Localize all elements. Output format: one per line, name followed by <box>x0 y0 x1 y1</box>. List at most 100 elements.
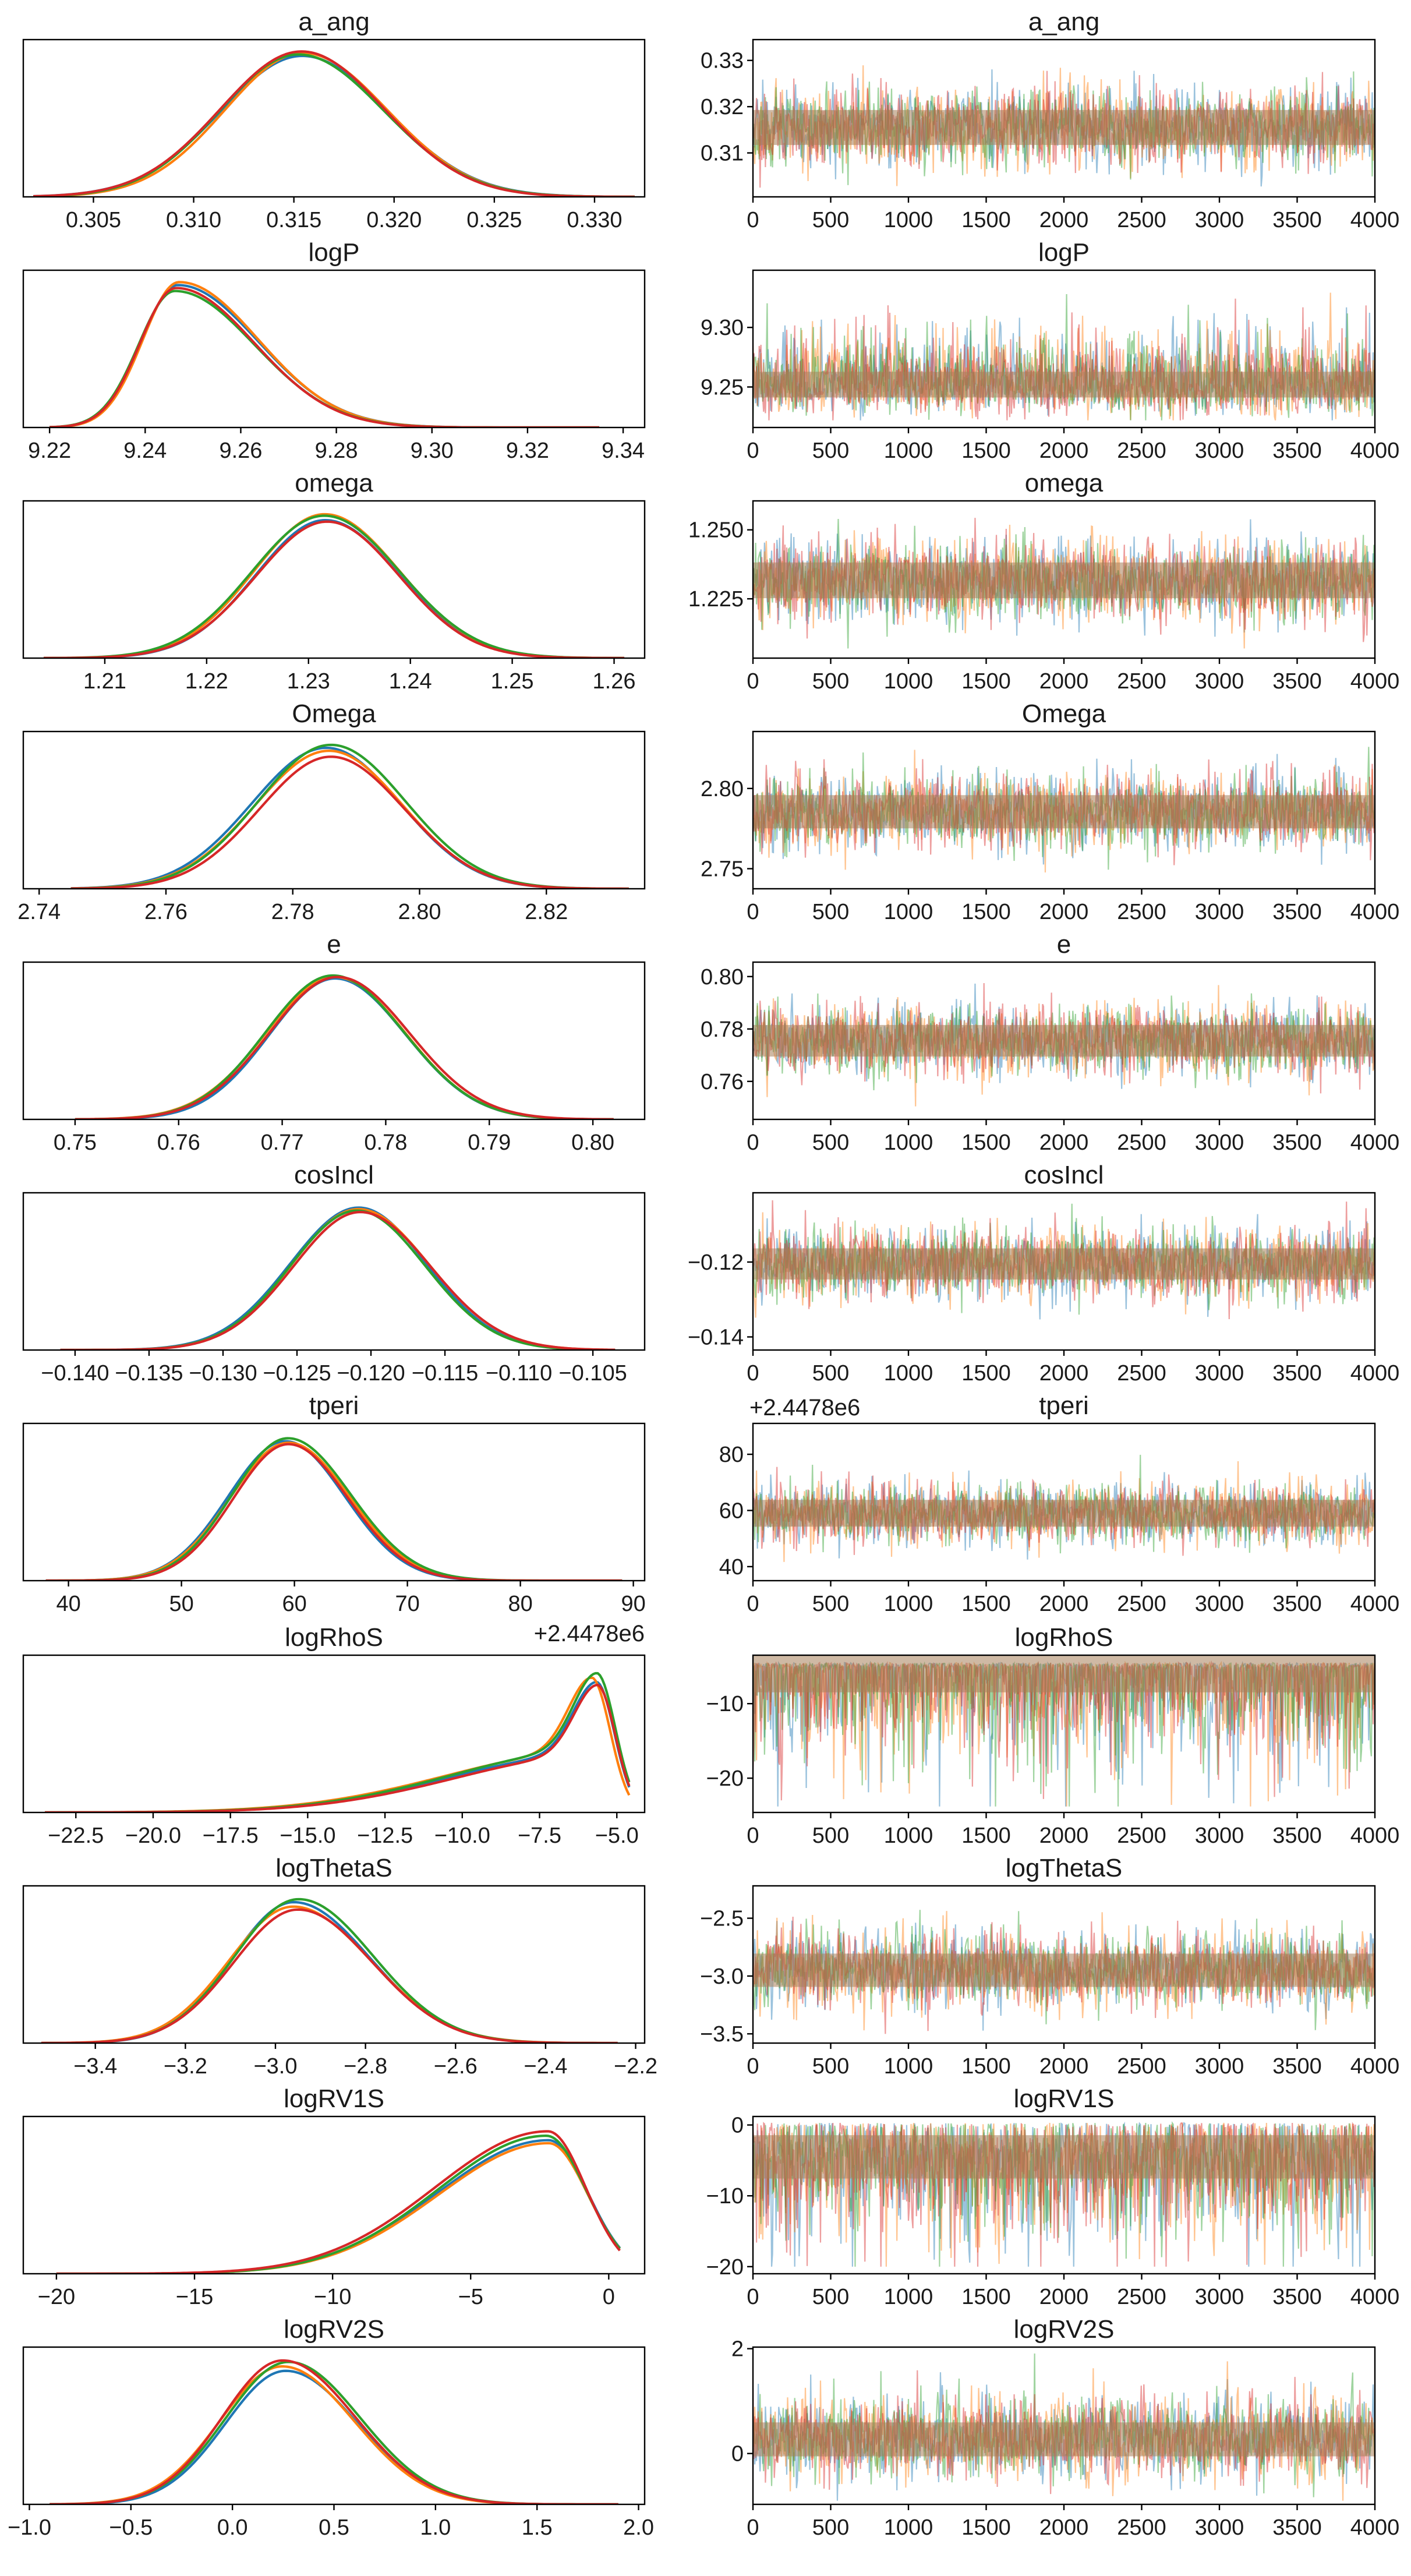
x-tick-label: −0.125 <box>263 1361 331 1386</box>
plot-area <box>56 2130 621 2274</box>
x-tick-label: 4000 <box>1350 1824 1400 1848</box>
x-tick-label: 3500 <box>1272 208 1322 232</box>
x-tick-label: 4000 <box>1350 208 1400 232</box>
y-tick-label: −0.14 <box>688 1326 744 1350</box>
y-tick-label: 0.78 <box>701 1017 744 1042</box>
x-tick-label: 500 <box>812 1592 849 1616</box>
y-tick-label: 1.250 <box>688 518 744 543</box>
kde-curve-chain-1 <box>41 1900 618 2043</box>
plot-area <box>70 743 629 889</box>
kde-curve-chain-3 <box>60 1209 616 1350</box>
plot-area <box>753 65 1375 188</box>
y-tick-label: −20 <box>706 1766 744 1791</box>
x-tick-label: 0 <box>747 669 759 694</box>
panel-title: omega <box>295 469 373 497</box>
y-tick-label: 0.33 <box>701 49 744 73</box>
x-tick-label: 80 <box>508 1592 532 1616</box>
plot-area <box>60 1206 616 1350</box>
trace-density-band <box>753 109 1375 145</box>
x-tick-label: 3000 <box>1195 2285 1244 2309</box>
y-tick-label: 80 <box>719 1443 744 1467</box>
x-tick-label: 2.80 <box>398 900 441 924</box>
x-tick-label: 3500 <box>1272 1824 1322 1848</box>
x-tick-label: 4000 <box>1350 1361 1400 1386</box>
plot-area <box>45 1672 631 1812</box>
kde-curve-chain-2 <box>45 1676 631 1812</box>
trace-density-band <box>753 562 1375 599</box>
kde-curve-chain-2 <box>70 750 629 889</box>
axes-frame <box>22 500 646 659</box>
panel-kde-cosincl: cosIncl −0.140 −0.135 −0.130 −0.125 −0.120 −0.… <box>22 1161 646 1386</box>
panel-trace-logrv1s: logRV1S −20 −10 0 0 500 1000 1500 2000 2500 3000 35… <box>706 2084 1400 2309</box>
x-tick-label: 0.305 <box>66 208 121 232</box>
x-tick-label: 3500 <box>1272 669 1322 694</box>
x-tick-label: 90 <box>621 1592 645 1616</box>
x-tick-label: 2500 <box>1117 900 1166 924</box>
kde-curve-chain-4 <box>75 976 614 1119</box>
x-tick-label: 4000 <box>1350 1130 1400 1155</box>
trace-density-band <box>753 1024 1375 1057</box>
y-tick-label: −0.12 <box>688 1250 744 1275</box>
y-tick-label: −3.5 <box>700 2022 744 2047</box>
x-tick-label: 0.0 <box>217 2515 248 2540</box>
x-tick-label: 500 <box>812 2054 849 2079</box>
y-tick-label: 0.31 <box>701 142 744 166</box>
x-tick-label: 9.24 <box>123 439 167 463</box>
x-tick-label: 3000 <box>1195 1592 1244 1616</box>
y-tick-label: 2.80 <box>701 777 744 801</box>
x-tick-label: −0.120 <box>337 1361 405 1386</box>
x-tick-label: 0 <box>747 1592 759 1616</box>
x-tick-label: 0 <box>747 2285 759 2309</box>
x-tick-label: 0 <box>747 1361 759 1386</box>
x-tick-label: 2500 <box>1117 208 1166 232</box>
kde-curve-chain-3 <box>45 1672 631 1812</box>
plot-area <box>41 1897 618 2043</box>
panel-title: a_ang <box>1028 8 1099 36</box>
x-tick-label: 0 <box>747 1130 759 1155</box>
x-tick-label: 1000 <box>884 1130 933 1155</box>
x-tick-label: −7.5 <box>518 1824 561 1848</box>
x-tick-label: 4000 <box>1350 1592 1400 1616</box>
x-tick-label: 2000 <box>1039 208 1089 232</box>
panel-title: tperi <box>1039 1391 1089 1420</box>
x-tick-label: 9.22 <box>28 439 71 463</box>
plot-area <box>753 2354 1375 2501</box>
plot-area <box>753 983 1375 1107</box>
plot-area <box>43 513 625 658</box>
x-tick-label: 9.32 <box>506 439 549 463</box>
kde-curve-chain-2 <box>33 51 635 197</box>
x-tick-label: −2.6 <box>434 2054 478 2079</box>
x-tick-label: 0.80 <box>571 1130 614 1155</box>
y-tick-label: −10 <box>706 1692 744 1716</box>
panel-title: logP <box>1038 238 1090 267</box>
kde-curve-chain-3 <box>49 2361 618 2504</box>
y-tick-label: 0 <box>731 2114 744 2138</box>
trace-line-chain-2 <box>753 292 1375 421</box>
x-tick-label: 3000 <box>1195 669 1244 694</box>
panel-title: logThetaS <box>1006 1854 1123 1882</box>
y-tick-label: 60 <box>719 1499 744 1523</box>
x-tick-label: 0 <box>747 900 759 924</box>
x-tick-label: 2000 <box>1039 1824 1089 1848</box>
trace-line-chain-4 <box>753 298 1375 421</box>
x-tick-label: 0.77 <box>261 1130 304 1155</box>
x-tick-label: 50 <box>169 1592 193 1616</box>
x-tick-label: −5.0 <box>595 1824 639 1848</box>
x-tick-label: −2.8 <box>344 2054 387 2079</box>
kde-curve-chain-2 <box>56 2142 621 2274</box>
x-tick-label: 3500 <box>1272 1361 1322 1386</box>
x-tick-label: 2000 <box>1039 2515 1089 2540</box>
x-tick-label: −0.135 <box>115 1361 183 1386</box>
x-tick-label: 4000 <box>1350 669 1400 694</box>
x-tick-label: 4000 <box>1350 900 1400 924</box>
x-tick-label: 1000 <box>884 208 933 232</box>
panel-title: omega <box>1025 469 1104 497</box>
x-tick-label: 1500 <box>961 439 1011 463</box>
y-tick-label: 0.76 <box>701 1070 744 1094</box>
x-tick-label: 0.5 <box>319 2515 349 2540</box>
panel-kde-tperi: tperi 40 50 60 70 80 90 +2.4478e6 <box>22 1391 646 1646</box>
panel-title: logRhoS <box>1015 1623 1113 1652</box>
panel-kde-omega: Omega 2.74 2.76 2.78 2.80 2.82 <box>17 699 646 924</box>
x-tick-label: 0 <box>747 439 759 463</box>
